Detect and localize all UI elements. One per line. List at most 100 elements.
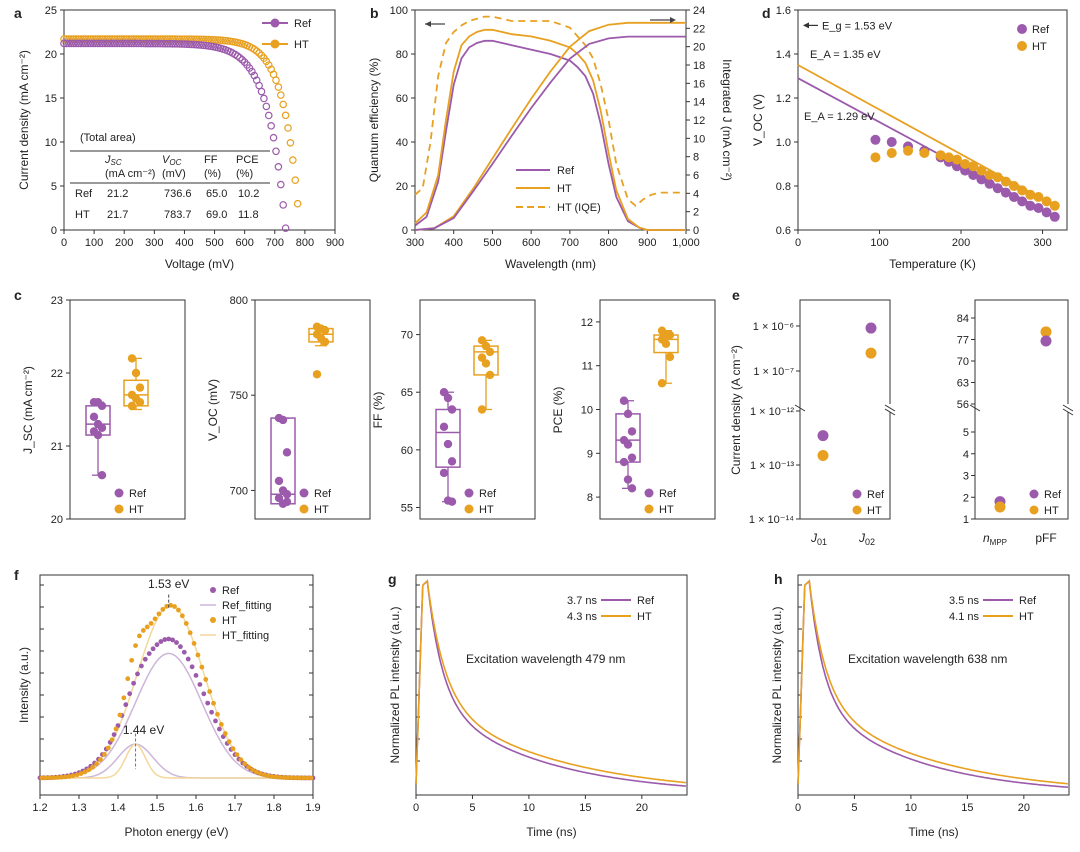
ref-pl-point	[213, 718, 218, 724]
ref-data-point	[447, 405, 457, 414]
ht-pl-point	[242, 761, 248, 767]
panel-c: c 20 21 22 23 J_SC (mA cm⁻²) Ref HT 700 750 800 V_O…	[14, 287, 716, 526]
ht-pl-point	[308, 775, 314, 781]
ht-pl-point	[215, 711, 220, 717]
legend-label: HT (IQE)	[557, 202, 601, 214]
y-tick-label: 0.6	[776, 225, 791, 237]
legend-ht-label: HT	[479, 504, 494, 516]
eg-arrow-head	[803, 22, 809, 29]
ht-pl-point	[191, 641, 197, 646]
y-tick-label: 1 × 10⁻¹²	[750, 406, 794, 418]
y-axis-label: Intensity (a.u.)	[17, 647, 31, 723]
y-tick-label: 4	[963, 449, 969, 461]
ref-jv-point	[113, 39, 121, 48]
ref-pff-point	[1040, 335, 1052, 347]
ht-data-point	[135, 383, 145, 392]
boxplot-1: 700 750 800 V_OC (mV) Ref HT	[206, 295, 371, 520]
table-caption: (Total area)	[80, 132, 136, 144]
ht-pl-point	[144, 624, 150, 630]
ref-jv-point	[173, 40, 182, 48]
annotation-excitation: Excitation wavelength 479 nm	[466, 652, 625, 666]
panel-label-b: b	[370, 5, 379, 21]
x-tick-label: 1.4	[110, 802, 125, 814]
axes-frame	[415, 574, 688, 796]
ref-jv-point	[260, 94, 268, 103]
y-tick-label: 20	[396, 181, 408, 193]
ht-decay-curve	[797, 579, 1068, 785]
ht-jv-point	[103, 35, 112, 43]
ht-pl-point	[269, 773, 275, 779]
y-tick-label: 0.8	[776, 181, 791, 193]
series-line-ht-integrated	[414, 21, 686, 231]
ht-data-point	[135, 398, 145, 407]
ref-jv-point	[122, 39, 131, 48]
y2-tick-label: 20	[693, 42, 705, 54]
ht-jv-point	[84, 35, 92, 43]
ref-pl-point	[217, 726, 222, 732]
ref-voc-point	[976, 174, 987, 185]
legend-ref-marker	[114, 488, 124, 498]
ref-pl-point	[142, 656, 148, 662]
x-tick-label: 1.6	[188, 802, 203, 814]
ht-pl-point	[172, 604, 177, 609]
y-tick-label: 60	[396, 93, 408, 105]
x-category-label: J01	[810, 531, 827, 547]
lifetime-ht: 4.3 ns	[567, 611, 597, 623]
annotation-peak-2: 1.44 eV	[123, 723, 164, 737]
ref-data-point	[623, 475, 633, 484]
ht-jv-point	[264, 61, 273, 69]
table-header-unit: (%)	[204, 168, 221, 180]
boxplot-2: 55 60 65 70 FF (%) Ref HT	[371, 299, 536, 520]
ref-jv-point	[257, 87, 266, 96]
ref-jv-point	[93, 39, 102, 48]
box	[615, 413, 641, 463]
ref-jv-point	[81, 39, 90, 48]
ref-jv-point	[74, 39, 83, 48]
ref-jv-point	[171, 40, 179, 48]
ref-pl-point	[181, 649, 187, 655]
legend-ref-label: Ref	[1019, 595, 1037, 607]
x-tick-label: 20	[636, 802, 648, 814]
ref-data-point	[623, 409, 633, 419]
ht-pl-point	[51, 775, 57, 781]
series-line-ref	[414, 39, 686, 231]
ht-pl-point	[101, 752, 107, 757]
table-cell: Ref	[75, 188, 93, 200]
ref-data-point	[443, 393, 453, 403]
ht-jv-point	[274, 83, 283, 91]
ref-pl-point	[185, 656, 191, 662]
x-tick-label: 10	[523, 802, 535, 814]
ref-jv-point	[72, 39, 80, 48]
ref-pl-point	[154, 642, 160, 648]
legend-ref-label: Ref	[129, 488, 147, 500]
ht-jv-point	[108, 35, 116, 43]
y-tick-label: 70	[401, 330, 413, 342]
ref-pl-point	[135, 671, 140, 677]
ht-decay-curve	[415, 579, 686, 785]
ref-pl-point	[201, 691, 207, 697]
ht-pl-point	[257, 771, 263, 776]
ht-pl-point	[222, 731, 228, 736]
table-cell: 65.0	[206, 188, 227, 200]
legend-ht-marker	[644, 504, 654, 514]
ref-voc-point	[886, 137, 897, 147]
axis-break	[1062, 404, 1074, 412]
ref-jv-point	[98, 39, 107, 48]
ht-pl-point	[285, 775, 291, 781]
panel-h-label: h	[774, 571, 783, 587]
ht-pl-point	[129, 657, 135, 663]
y-tick-label: 1.6	[776, 5, 791, 17]
x-tick-label: 900	[638, 237, 656, 249]
ht-data-point	[661, 339, 671, 348]
legend-ref-marker	[1029, 489, 1039, 499]
y-tick-label: 3	[963, 471, 969, 483]
ref-jv-point	[127, 39, 136, 48]
ref-pl-point	[162, 637, 168, 642]
legend-label: Ref	[557, 165, 575, 177]
panel-label-c: c	[14, 287, 22, 303]
annotation-excitation: Excitation wavelength 638 nm	[848, 652, 1007, 666]
ht-pl-point	[164, 603, 170, 609]
ht-pl-point	[226, 739, 232, 745]
legend-ht-label: HT	[1032, 41, 1047, 53]
ht-jv-point	[286, 138, 295, 147]
